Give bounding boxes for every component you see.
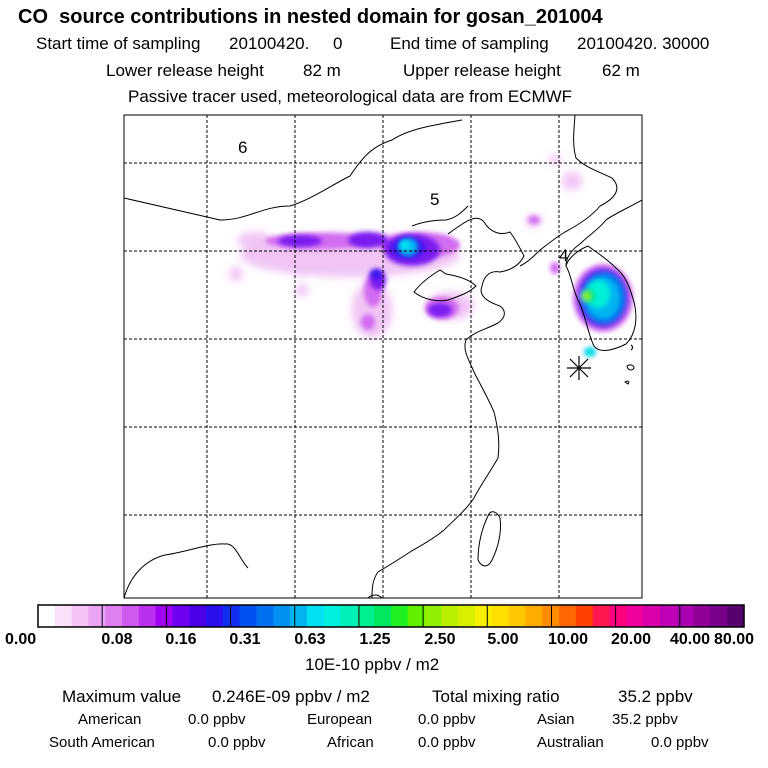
lower-height-label: Lower release height: [106, 61, 264, 80]
region-value-australian: 0.0 ppbv: [651, 734, 709, 751]
max-value: 0.246E-09 ppbv / m2: [212, 687, 370, 706]
lat-lon-grid: [124, 115, 642, 598]
colorbar-cell: [38, 605, 56, 627]
colorbar-cell: [105, 605, 123, 627]
region-label-4: 4: [559, 246, 568, 265]
tracer-note: Passive tracer used, meteorological data…: [128, 87, 573, 106]
colorbar-cell: [491, 605, 510, 627]
start-time-label: Start time of sampling: [36, 34, 201, 53]
colorbar-cell: [407, 605, 426, 627]
colorbar-cell: [609, 605, 627, 627]
colorbar-cell: [727, 605, 745, 627]
colorbar-cell: [458, 605, 476, 627]
colorbar-cell: [592, 605, 611, 627]
region-value-african: 0.0 ppbv: [418, 734, 476, 751]
region-value-european: 0.0 ppbv: [418, 711, 476, 728]
region-name-asian: Asian: [537, 711, 575, 728]
end-time-value: 20100420. 30000: [577, 34, 710, 53]
colorbar-cell: [306, 605, 325, 627]
region-name-european: European: [307, 711, 373, 728]
colorbar-tick-label: 5.00: [487, 631, 519, 648]
colorbar-cell: [575, 605, 594, 627]
colorbar-cell: [239, 605, 258, 627]
colorbar-tick-label: 0.08: [101, 631, 133, 648]
colorbar-cell: [256, 605, 274, 627]
colorbar-units: 10E-10 ppbv / m2: [305, 655, 440, 674]
region-value-south-american: 0.0 ppbv: [208, 734, 266, 751]
colorbar-cell: [273, 605, 291, 627]
colorbar-cell: [290, 605, 308, 627]
plot-title: CO source contributions in nested domain…: [18, 6, 603, 28]
colorbar-cell: [424, 605, 443, 627]
region-label-5: 5: [430, 190, 439, 209]
colorbar-cell: [710, 605, 728, 627]
colorbar-cell: [626, 605, 644, 627]
colorbar-cell: [475, 605, 493, 627]
colorbar-cell: [374, 605, 392, 627]
region-label-6: 6: [238, 138, 247, 157]
region-name-american: American: [78, 711, 142, 728]
colorbar-tick-label: 0.31: [229, 631, 261, 648]
colorbar-cell: [441, 605, 459, 627]
colorbar-cell: [659, 605, 678, 627]
colorbar-tick-label: 2.50: [424, 631, 456, 648]
colorbar: [38, 605, 745, 627]
total-mixing-label: Total mixing ratio: [432, 687, 560, 706]
colorbar-cell: [693, 605, 711, 627]
start-time-value: 20100420. 0: [229, 34, 343, 53]
end-time-label: End time of sampling: [390, 34, 549, 53]
lower-height-value: 82 m: [303, 61, 341, 80]
colorbar-tick-label: 0.00: [5, 631, 37, 648]
colorbar-cell: [340, 605, 358, 627]
colorbar-tick-label: 20.00: [610, 631, 652, 648]
coastlines: [124, 115, 642, 598]
concentration-plume: [229, 155, 633, 357]
region-name-south-american: South American: [49, 734, 155, 751]
colorbar-tick-label: 10.00: [547, 631, 589, 648]
colorbar-cell: [525, 605, 543, 627]
colorbar-tick-label: 1.25: [359, 631, 391, 648]
colorbar-cell: [172, 605, 190, 627]
colorbar-tick-label: 80.00: [713, 631, 755, 648]
region-value-american: 0.0 ppbv: [188, 711, 246, 728]
region-name-african: African: [327, 734, 374, 751]
colorbar-cell: [54, 605, 73, 627]
colorbar-cell: [122, 605, 140, 627]
colorbar-cell: [357, 605, 375, 627]
colorbar-frame: [37, 604, 745, 628]
colorbar-tick-label: 0.16: [165, 631, 197, 648]
colorbar-cell: [559, 605, 577, 627]
region-name-australian: Australian: [537, 734, 604, 751]
colorbar-cell: [155, 605, 174, 627]
colorbar-cell: [206, 605, 224, 627]
colorbar-cell: [222, 605, 241, 627]
colorbar-cell: [391, 605, 409, 627]
upper-height-value: 62 m: [602, 61, 640, 80]
colorbar-cell: [676, 605, 695, 627]
colorbar-tick-label: 0.63: [294, 631, 326, 648]
colorbar-cell: [323, 605, 342, 627]
receptor-marker: [567, 356, 591, 380]
map-area: 6 5 4: [124, 115, 642, 598]
region-value-asian: 35.2 ppbv: [612, 711, 678, 728]
upper-height-label: Upper release height: [403, 61, 561, 80]
colorbar-tick-label: 40.00: [669, 631, 711, 648]
colorbar-cell: [643, 605, 661, 627]
colorbar-cell: [88, 605, 106, 627]
colorbar-cell: [508, 605, 527, 627]
max-value-label: Maximum value: [62, 687, 182, 706]
colorbar-cell: [71, 605, 90, 627]
map-frame: [123, 114, 643, 599]
colorbar-cell: [189, 605, 207, 627]
total-mixing-value: 35.2 ppbv: [618, 687, 693, 706]
colorbar-cell: [138, 605, 157, 627]
